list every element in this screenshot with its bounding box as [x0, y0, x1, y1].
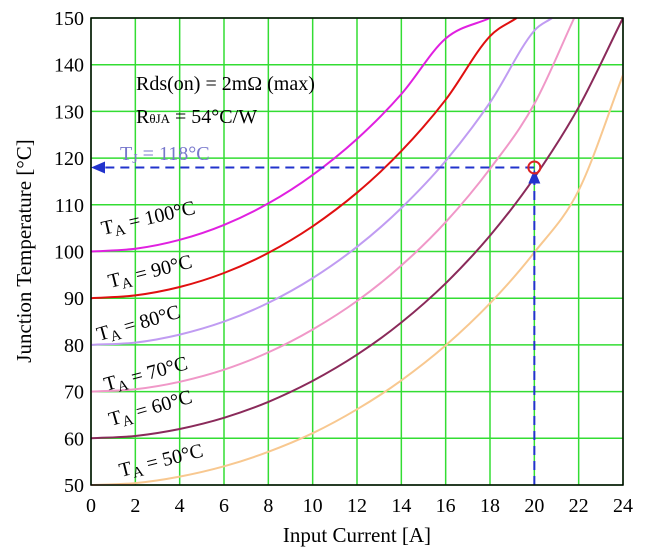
series-label-symbol: T — [99, 216, 116, 240]
x-axis-title: Input Current [A] — [283, 523, 431, 547]
y-tick-label: 140 — [54, 55, 84, 77]
series-label-subscript: A — [121, 412, 136, 430]
tj-subscript: J — [132, 152, 138, 167]
rth-value: = 54°C/W — [170, 106, 257, 128]
rth-subscript: θJA — [149, 111, 170, 126]
operating-point-marker — [527, 160, 542, 175]
series-label-symbol: T — [106, 406, 124, 431]
y-tick-label: 80 — [64, 335, 84, 357]
rds-annotation: Rds(on) = 2mΩ (max) — [136, 73, 315, 95]
y-tick-label: 70 — [64, 382, 84, 404]
series-line — [90, 74, 624, 486]
series-line — [90, 17, 518, 300]
series-lines — [90, 17, 624, 486]
y-tick-label: 150 — [54, 8, 84, 30]
plot-frame — [90, 17, 624, 486]
y-tick-label: 60 — [64, 428, 84, 450]
y-tick-label: 130 — [54, 101, 84, 123]
x-tick-label: 24 — [613, 495, 633, 517]
x-tick-label: 4 — [175, 495, 185, 517]
x-tick-label: 10 — [303, 495, 323, 517]
series-label-subscript: A — [116, 377, 131, 395]
x-tick-label: 18 — [480, 495, 500, 517]
x-tick-label: 22 — [569, 495, 589, 517]
series-label-symbol: T — [117, 458, 134, 482]
horizontal-guide-arrow — [91, 161, 105, 174]
series-label-subscript: A — [131, 464, 146, 482]
series-label-symbol: T — [94, 321, 112, 346]
x-tick-label: 12 — [347, 495, 367, 517]
series-label-symbol: T — [106, 269, 123, 293]
vertical-guide-arrow — [528, 169, 541, 184]
tj-value: = 118°C — [138, 143, 210, 165]
x-tick-label: 8 — [263, 495, 273, 517]
x-tick-label: 0 — [86, 495, 96, 517]
tj-symbol: T — [120, 143, 132, 165]
series-line — [90, 17, 553, 346]
y-tick-label: 110 — [55, 195, 84, 217]
x-tick-label: 6 — [219, 495, 229, 517]
x-tick-label: 16 — [436, 495, 456, 517]
series-line — [90, 17, 491, 253]
x-tick-labels: 0 2 4 6 8 10 12 14 16 18 20 22 24 — [86, 495, 633, 517]
series-label-subscript: A — [120, 275, 135, 293]
y-tick-label: 50 — [64, 475, 84, 497]
rth-annotation: RθJA = 54°C/W — [136, 106, 257, 128]
series-label-subscript: A — [109, 327, 124, 345]
y-tick-labels: 50 60 70 80 90 100 110 120 130 140 150 — [54, 8, 84, 497]
x-tick-label: 20 — [524, 495, 544, 517]
rth-symbol: R — [136, 106, 150, 128]
x-tick-label: 2 — [130, 495, 140, 517]
tj-annotation: TJ = 118°C — [120, 143, 210, 167]
y-tick-label: 120 — [54, 148, 84, 170]
guide-lines — [91, 160, 542, 485]
y-axis-title: Junction Temperature [°C] — [12, 139, 36, 362]
x-tick-label: 14 — [391, 495, 411, 517]
series-line — [90, 17, 624, 440]
series-label-symbol: T — [102, 371, 119, 395]
series-line — [90, 17, 576, 393]
y-tick-label: 90 — [64, 288, 84, 310]
series-label-subscript: A — [113, 222, 127, 240]
y-tick-label: 100 — [54, 242, 84, 264]
